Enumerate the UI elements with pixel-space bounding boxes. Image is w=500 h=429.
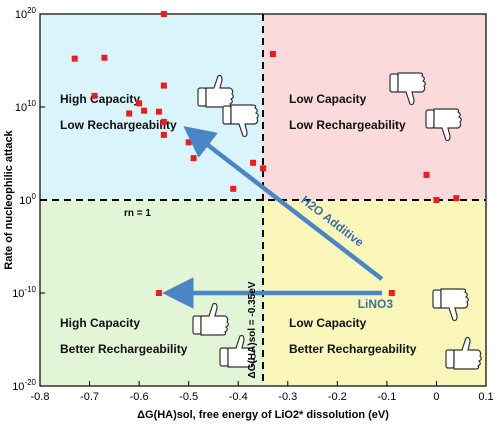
data-point xyxy=(160,118,167,125)
data-point xyxy=(230,185,237,192)
y-tick-label: 10-20 xyxy=(12,378,36,393)
data-point xyxy=(160,131,167,138)
x-axis-label: ΔG(HA)sol, free energy of LiO2* dissolut… xyxy=(137,409,389,421)
thumbs-down-icon xyxy=(389,72,426,106)
data-point xyxy=(71,55,78,62)
data-point xyxy=(101,54,108,61)
arrow-label-lino3: LiNO3 xyxy=(358,297,394,311)
x-tick-label: -0.1 xyxy=(377,391,396,403)
data-point xyxy=(250,159,257,166)
quadrant-label-line1: High Capacity xyxy=(60,316,140,330)
data-point xyxy=(160,11,167,17)
thumbs-up-icon xyxy=(219,334,256,368)
data-point xyxy=(155,108,162,115)
thumbs-down-icon xyxy=(425,108,462,142)
data-point xyxy=(185,139,192,146)
y-axis-label: Rate of nucleophilic attack xyxy=(3,129,15,269)
data-point xyxy=(141,107,148,114)
quadrant-label-line1: High Capacity xyxy=(60,92,140,106)
x-tick-label: -0.4 xyxy=(229,391,248,403)
thumbs-up-icon xyxy=(192,302,229,336)
arrow-h2o-additive xyxy=(183,126,384,281)
x-tick-label: 0.1 xyxy=(478,391,493,403)
x-tick-label: -0.8 xyxy=(31,391,50,403)
y-tick-label: 1010 xyxy=(15,99,37,114)
quadrant-label-line2: Better Rechargeability xyxy=(289,342,417,356)
y-tick-label: 1020 xyxy=(15,6,37,21)
data-point xyxy=(160,82,167,89)
threshold-x-label: ΔG(HA)sol = -0.35eV xyxy=(247,281,258,378)
data-point xyxy=(423,171,430,178)
quadrant-top-right xyxy=(263,14,486,200)
thumbs-up-icon xyxy=(445,336,482,370)
quadrant-label-line2: Better Rechargeability xyxy=(60,342,188,356)
threshold-y-label: rn = 1 xyxy=(124,208,151,219)
x-tick-label: -0.3 xyxy=(278,391,297,403)
thumbs-down-icon xyxy=(222,104,259,138)
quadrant-label-line1: Low Capacity xyxy=(289,92,367,106)
y-tick-label: 100 xyxy=(19,192,36,207)
x-tick-label: -0.5 xyxy=(179,391,198,403)
data-point xyxy=(453,195,460,202)
data-point xyxy=(136,100,143,107)
data-point xyxy=(190,155,197,162)
data-point xyxy=(126,110,133,117)
data-point xyxy=(388,290,395,296)
quadrant-label-line2: Low Rechargeability xyxy=(60,118,177,132)
data-point xyxy=(155,290,162,296)
data-point xyxy=(433,197,440,203)
x-tick-label: -0.7 xyxy=(80,391,99,403)
data-point xyxy=(260,165,266,172)
y-tick-label: 10-10 xyxy=(12,285,36,300)
data-point xyxy=(91,92,98,99)
thumbs-down-icon xyxy=(432,288,469,322)
x-tick-label: -0.6 xyxy=(130,391,149,403)
x-tick-label: 0 xyxy=(433,391,439,403)
quadrant-label-line2: Low Rechargeability xyxy=(289,118,406,132)
x-tick-label: -0.2 xyxy=(328,391,347,403)
data-point xyxy=(269,50,276,57)
quadrant-label-line1: Low Capacity xyxy=(289,316,367,330)
